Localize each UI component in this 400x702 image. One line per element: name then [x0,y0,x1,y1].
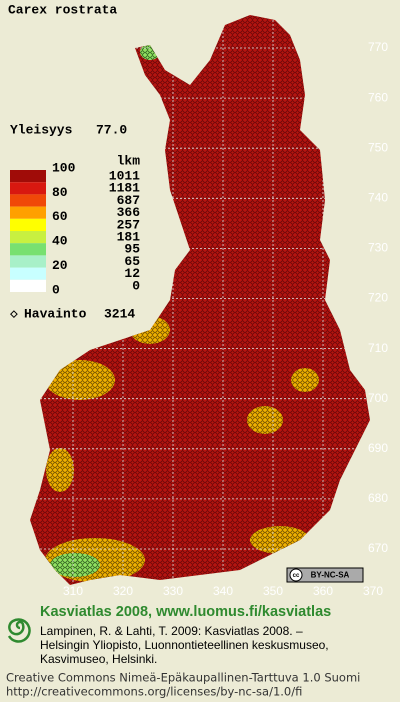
legend-count: 12 [124,266,140,281]
legend-count: 366 [117,205,141,220]
citation-line: Lampinen, R. & Lahti, T. 2009: Kasviatla… [40,624,303,638]
legend-swatch [10,243,46,256]
legend-swatch [10,279,46,292]
count-header: lkm [117,153,141,168]
easting-label: 330 [163,584,183,598]
northing-label: 690 [368,441,388,455]
legend-swatch [10,218,46,231]
observation-count: 3214 [104,306,135,321]
legend-count: 0 [132,278,140,293]
land [30,15,370,585]
legend-swatch [10,194,46,207]
legend-swatch [10,182,46,195]
legend-scale-label: 100 [52,160,76,175]
logo [7,618,31,643]
northing-label: 760 [368,90,388,104]
northing-label: 740 [368,190,388,204]
northing-label: 680 [368,491,388,505]
citation-line: Kasvimuseo, Helsinki. [40,652,157,666]
easting-label: 320 [113,584,133,598]
distribution-map [30,15,370,585]
northing-label: 700 [368,391,388,405]
legend-scale-label: 60 [52,209,68,224]
easting-label: 310 [63,584,83,598]
northing-label: 770 [368,40,388,54]
species-name: Carex rostrata [8,2,117,17]
easting-label: 360 [313,584,333,598]
legend-swatch [10,170,46,183]
northing-label: 720 [368,291,388,305]
legend-count: 1181 [109,181,140,196]
legend-swatch [10,206,46,219]
legend-swatch [10,267,46,280]
observation-symbol: ◇ [10,306,18,321]
citation-line: Helsingin Yliopisto, Luonnontieteellinen… [40,638,329,652]
easting-label: 340 [213,584,233,598]
frequency-label: Yleisyys [10,122,73,137]
legend-swatch [10,255,46,268]
legend-scale-label: 0 [52,282,60,297]
legend-scale-label: 20 [52,258,68,273]
easting-label: 350 [263,584,283,598]
license-badge: cc BY-NC-SA [286,567,364,583]
legend-count: 181 [117,230,141,245]
legend-count: 257 [117,217,140,232]
license-line: Creative Commons Nimeä-Epäkaupallinen-Ta… [6,671,360,685]
footer-heading: Kasviatlas 2008, www.luomus.fi/kasviatla… [40,604,331,620]
license-line: http://creativecommons.org/licenses/by-n… [6,685,302,699]
legend-count: 1011 [109,169,140,184]
legend-count: 95 [124,242,140,257]
frequency-value: 77.0 [96,122,127,137]
badge-text: BY-NC-SA [311,571,350,580]
northing-label: 670 [368,541,388,555]
easting-label: 370 [363,584,383,598]
legend-scale-label: 80 [52,185,68,200]
northing-label: 730 [368,241,388,255]
legend-scale-label: 40 [52,234,68,249]
northing-label: 750 [368,140,388,154]
legend-count: 687 [117,193,140,208]
observation-label: Havainto [24,306,87,321]
svg-text:cc: cc [293,573,300,579]
northing-label: 710 [368,341,388,355]
legend-swatch [10,231,46,244]
legend-count: 65 [124,254,140,269]
